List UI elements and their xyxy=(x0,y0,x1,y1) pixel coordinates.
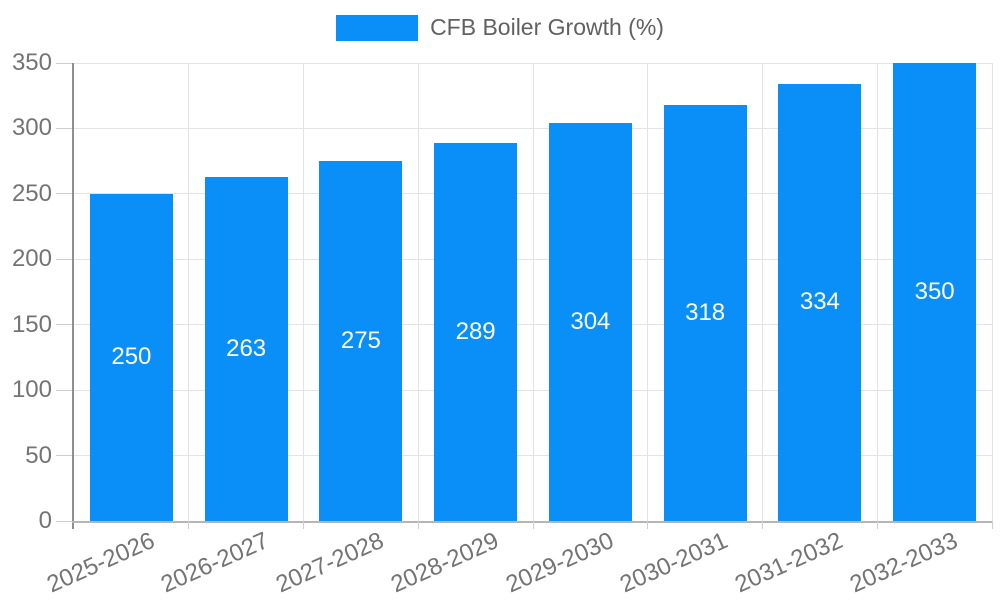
bar[interactable]: 250 xyxy=(89,193,173,521)
y-axis-tick-label: 350 xyxy=(11,49,52,76)
y-axis-tick xyxy=(56,520,72,522)
y-axis-tick-label: 50 xyxy=(25,441,52,469)
x-axis-label: 2031-2032 xyxy=(731,527,847,599)
bar-value-label: 334 xyxy=(799,288,840,316)
y-axis-tick-label: 250 xyxy=(11,179,52,207)
bar-value-label: 350 xyxy=(914,278,955,305)
x-axis-tick xyxy=(647,521,649,529)
y-axis-tick-label: 0 xyxy=(38,507,52,534)
bar-value-label: 318 xyxy=(685,298,726,326)
y-axis-tick xyxy=(56,455,72,457)
y-axis-tick xyxy=(56,62,72,64)
gridline-v xyxy=(876,63,878,521)
y-axis-tick xyxy=(56,127,72,129)
y-axis-tick xyxy=(56,324,72,326)
legend-item[interactable]: CFB Boiler Growth (%) xyxy=(336,14,664,41)
x-axis-label: 2027-2028 xyxy=(272,527,388,599)
gridline-v xyxy=(417,63,419,521)
x-axis-label: 2032-2033 xyxy=(845,527,962,599)
bar[interactable]: 289 xyxy=(434,142,518,521)
bar-value-label: 275 xyxy=(340,327,381,355)
legend: CFB Boiler Growth (%) xyxy=(0,14,1000,41)
x-axis-tick xyxy=(991,521,993,529)
bar[interactable]: 334 xyxy=(778,83,862,521)
bar[interactable]: 263 xyxy=(204,176,288,521)
x-axis-tick xyxy=(417,521,419,529)
x-axis-tick xyxy=(303,521,304,529)
y-axis-tick-label: 300 xyxy=(11,114,52,142)
x-axis-line xyxy=(72,521,992,523)
gridline-v xyxy=(762,63,763,521)
y-axis-tick-label: 150 xyxy=(11,310,52,338)
x-axis-label: 2028-2029 xyxy=(386,527,503,599)
y-axis-tick xyxy=(56,193,72,195)
x-axis-tick xyxy=(762,521,763,529)
gridline-v xyxy=(532,63,534,521)
gridline-v xyxy=(303,63,304,521)
x-axis-tick xyxy=(876,521,878,529)
x-axis-label: 2025-2026 xyxy=(42,527,159,599)
gridline-v xyxy=(647,63,649,521)
bar[interactable]: 318 xyxy=(663,104,747,521)
plot-area: 250 263 275 289 304 318 334 350 xyxy=(56,62,993,529)
y-axis-tick xyxy=(56,389,72,391)
y-axis-tick-label: 100 xyxy=(11,376,52,404)
bar[interactable]: 350 xyxy=(893,63,977,521)
gridline-v xyxy=(991,63,993,521)
bar-value-label: 250 xyxy=(111,343,152,371)
legend-swatch xyxy=(336,14,419,41)
y-axis-tick-label: 200 xyxy=(11,245,52,273)
bar[interactable]: 275 xyxy=(319,161,403,521)
bar-value-label: 304 xyxy=(570,308,611,336)
x-axis-tick xyxy=(188,521,190,529)
bar[interactable]: 304 xyxy=(548,123,632,521)
legend-label: CFB Boiler Growth (%) xyxy=(430,14,664,40)
x-axis-label: 2030-2031 xyxy=(616,527,733,599)
bar-value-label: 263 xyxy=(226,334,267,362)
x-axis-label: 2026-2027 xyxy=(157,527,274,599)
x-axis-label: 2029-2030 xyxy=(501,527,618,599)
x-axis-tick xyxy=(532,521,534,529)
y-axis-line xyxy=(72,63,74,529)
y-axis-tick xyxy=(56,258,72,260)
bar-value-label: 289 xyxy=(455,317,496,345)
gridline-v xyxy=(188,63,190,521)
